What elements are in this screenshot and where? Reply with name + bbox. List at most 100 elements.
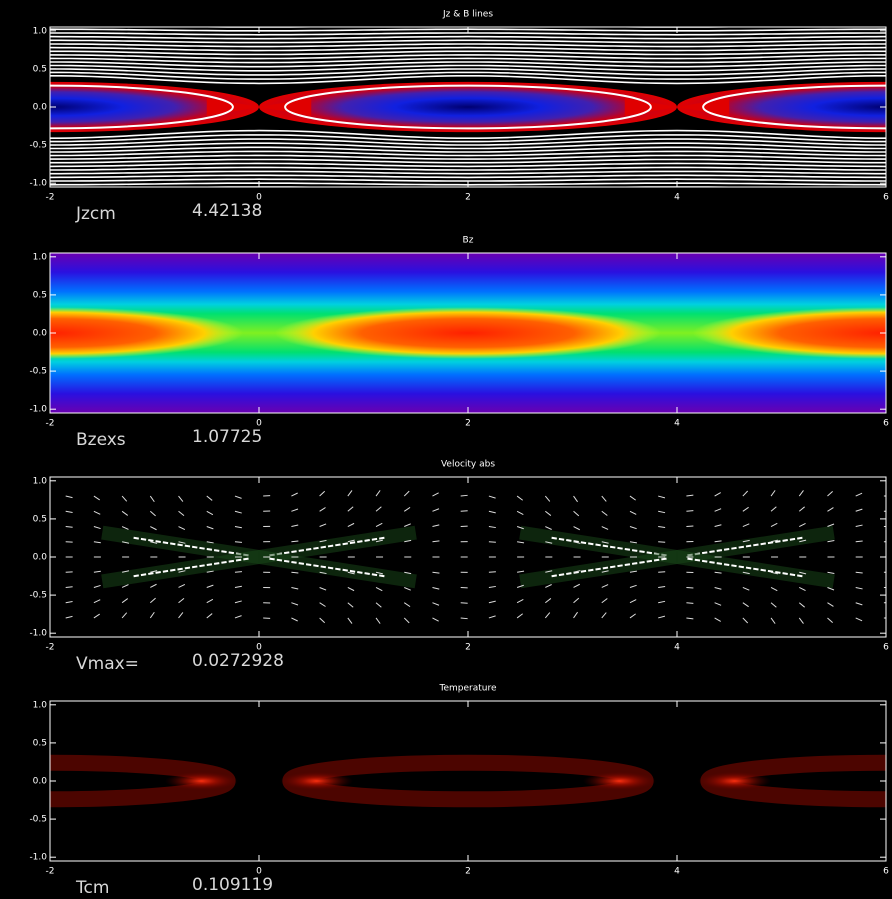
- flow-arrow: [156, 541, 161, 542]
- flow-arrow: [595, 545, 600, 546]
- flow-arrow: [335, 569, 340, 570]
- flow-arrow: [702, 552, 707, 553]
- flow-arrow: [284, 561, 289, 562]
- flow-arrow: [632, 563, 637, 564]
- vector: [686, 511, 693, 512]
- y-tick-label: -1.0: [29, 853, 47, 863]
- annotation-value: 0.0272928: [192, 651, 284, 671]
- flow-arrow: [768, 571, 773, 572]
- x-tick-label: 2: [465, 193, 471, 203]
- x-tick-label: 4: [674, 193, 680, 203]
- hot-spot: [280, 772, 353, 790]
- panel-title: Velocity abs: [441, 460, 495, 470]
- flow-arrow: [625, 564, 630, 565]
- y-tick-label: 0.0: [33, 553, 48, 563]
- annotation-value: 0.109119: [192, 875, 273, 895]
- field: [0, 253, 892, 413]
- flow-arrow: [654, 560, 659, 561]
- flow-arrow: [299, 563, 304, 564]
- flow-arrow: [372, 574, 377, 575]
- vector: [489, 542, 496, 543]
- vector: [235, 572, 242, 573]
- flow-arrow: [185, 546, 190, 547]
- flow-arrow: [229, 561, 234, 562]
- flow-arrow: [783, 573, 788, 574]
- flow-arrow: [639, 562, 644, 563]
- flow-arrow: [134, 538, 139, 539]
- flow-arrow: [199, 565, 204, 566]
- y-tick-label: -0.5: [29, 591, 47, 601]
- flow-arrow: [746, 546, 751, 547]
- flow-arrow: [661, 559, 666, 560]
- flow-arrow: [724, 564, 729, 565]
- flow-arrow: [739, 547, 744, 548]
- flow-arrow: [313, 548, 318, 549]
- panel: Bz1.00.50.0-0.5-1.0-20246Bzexs1.07725: [0, 236, 892, 451]
- panel: Jz & B lines1.00.50.0-0.5-1.0-20246Jzcm4…: [0, 10, 892, 225]
- flow-arrow: [269, 559, 274, 560]
- current-island: [259, 82, 677, 132]
- flow-arrow: [299, 550, 304, 551]
- flow-arrow: [753, 545, 758, 546]
- flow-arrow: [306, 549, 311, 550]
- x-tick-label: 6: [883, 193, 889, 203]
- flow-arrow: [357, 572, 362, 573]
- flow-arrow: [148, 540, 153, 541]
- flow-arrow: [724, 549, 729, 550]
- y-tick-label: -0.5: [29, 141, 47, 151]
- y-tick-label: -1.0: [29, 629, 47, 639]
- flow-arrow: [192, 566, 197, 567]
- panel-title: Jz & B lines: [442, 10, 493, 20]
- flow-arrow: [192, 547, 197, 548]
- flow-arrow: [177, 569, 182, 570]
- flow-arrow: [141, 574, 146, 575]
- hot-core: [275, 307, 662, 359]
- flow-arrow: [343, 543, 348, 544]
- flow-arrow: [343, 570, 348, 571]
- flow-arrow: [148, 573, 153, 574]
- flow-arrow: [647, 561, 652, 562]
- y-tick-label: 1.0: [33, 26, 48, 36]
- flow-arrow: [365, 573, 370, 574]
- flow-arrow: [709, 551, 714, 552]
- flow-arrow: [775, 572, 780, 573]
- x-tick-label: 4: [674, 419, 680, 429]
- flow-arrow: [797, 575, 802, 576]
- flow-arrow: [702, 561, 707, 562]
- field: [50, 477, 891, 637]
- flow-arrow: [687, 559, 692, 560]
- flow-arrow: [207, 549, 212, 550]
- flow-arrow: [185, 568, 190, 569]
- plot-background: [50, 477, 886, 637]
- figure: Jz & B lines1.00.50.0-0.5-1.0-20246Jzcm4…: [0, 0, 892, 899]
- flow-arrow: [617, 548, 622, 549]
- y-tick-label: 0.5: [33, 514, 47, 524]
- flow-arrow: [761, 543, 766, 544]
- flow-arrow: [313, 565, 318, 566]
- flow-arrow: [199, 548, 204, 549]
- y-tick-label: 1.0: [33, 700, 48, 710]
- flow-arrow: [163, 542, 168, 543]
- flow-arrow: [566, 540, 571, 541]
- flow-arrow: [328, 568, 333, 569]
- flow-arrow: [229, 552, 234, 553]
- panel-title: Temperature: [438, 684, 496, 694]
- x-tick-label: 6: [883, 867, 889, 877]
- flow-arrow: [603, 568, 608, 569]
- x-tick-label: -2: [46, 193, 55, 203]
- flow-arrow: [709, 562, 714, 563]
- field: [0, 26, 892, 189]
- flow-arrow: [236, 560, 241, 561]
- flow-arrow: [566, 573, 571, 574]
- flow-arrow: [783, 540, 788, 541]
- flow-arrow: [610, 547, 615, 548]
- flow-arrow: [647, 552, 652, 553]
- flow-arrow: [350, 542, 355, 543]
- flow-arrow: [695, 560, 700, 561]
- x-tick-label: 2: [465, 419, 471, 429]
- y-tick-label: 0.0: [33, 329, 48, 339]
- flow-arrow: [610, 566, 615, 567]
- y-tick-label: 1.0: [33, 476, 48, 486]
- flow-arrow: [163, 571, 168, 572]
- flow-arrow: [753, 569, 758, 570]
